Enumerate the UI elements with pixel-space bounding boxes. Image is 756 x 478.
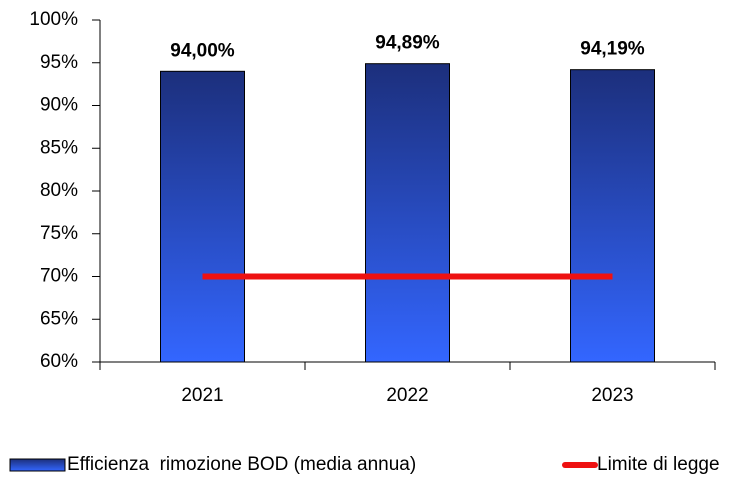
y-tick-label: 70% [40,266,78,287]
x-tick-label: 2023 [591,385,633,406]
value-label: 94,89% [375,33,440,54]
value-label: 94,00% [170,40,235,61]
y-tick-label: 60% [40,351,78,372]
y-tick-label: 65% [40,308,78,329]
value-label: 94,19% [580,39,645,60]
bar [365,63,450,363]
x-tick-label: 2021 [181,385,223,406]
y-tick-label: 90% [40,95,78,116]
y-tick-label: 75% [40,223,78,244]
legend-label: Limite di legge [597,454,720,475]
y-tick-label: 85% [40,137,78,158]
y-tick-label: 95% [40,52,78,73]
legend-swatch [9,458,66,472]
y-tick-label: 80% [40,180,78,201]
x-tick-label: 2022 [386,385,428,406]
bar [570,69,655,363]
legend-label: Efficienza rimozione BOD (media annua) [67,454,416,475]
bar [160,70,245,363]
y-tick-label: 100% [29,9,78,30]
